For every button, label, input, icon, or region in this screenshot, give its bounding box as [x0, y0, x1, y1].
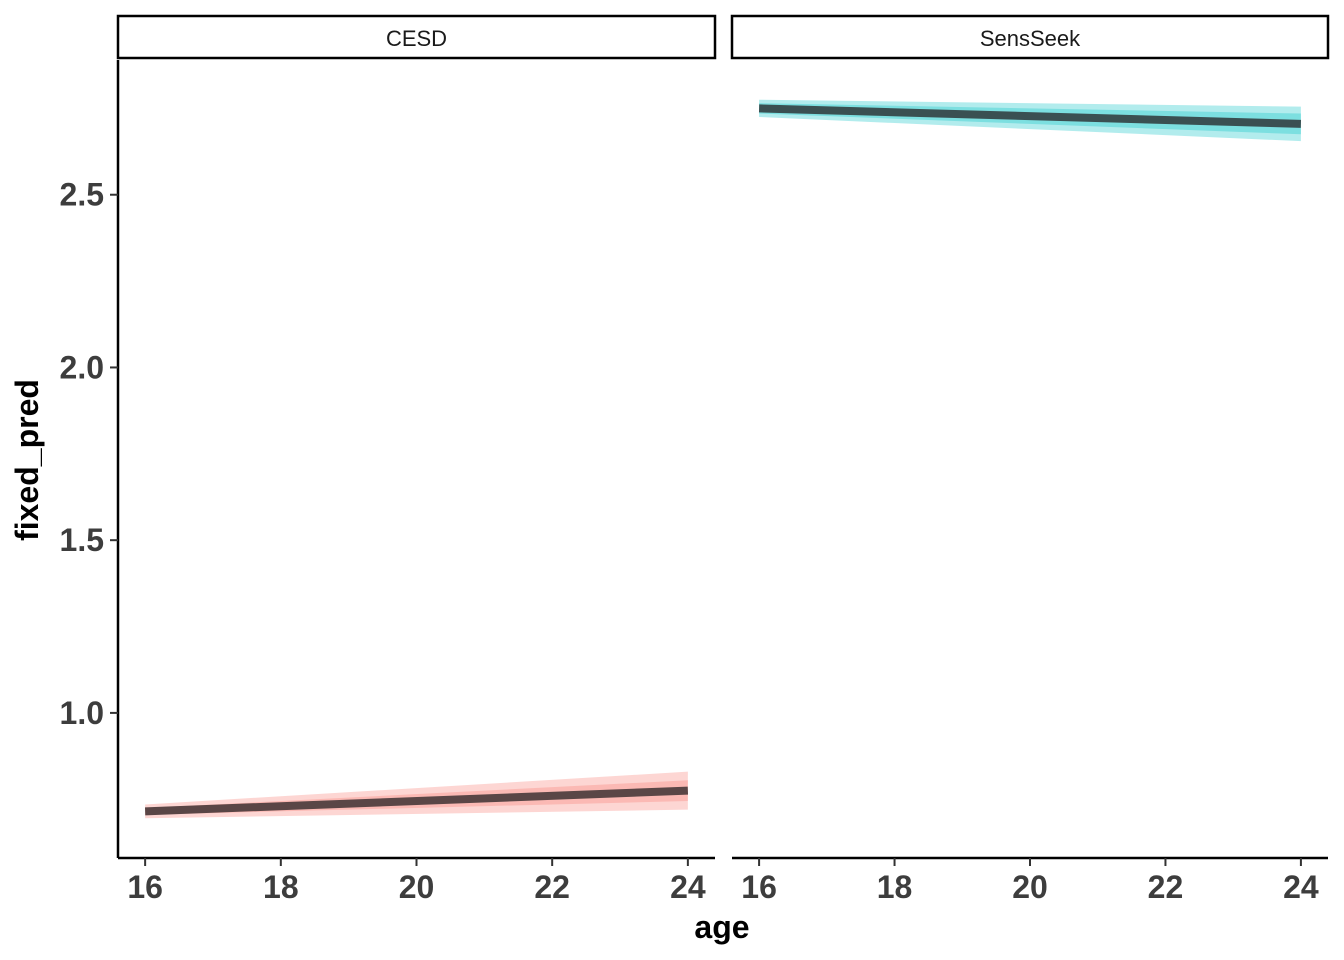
x-axis-title: age: [694, 909, 749, 945]
y-tick-label: 2.5: [60, 177, 104, 213]
x-tick-label: 24: [1283, 869, 1319, 905]
panel-sensseek: SensSeek 16 18 20 22 24: [730, 14, 1330, 905]
strip-label: SensSeek: [980, 26, 1081, 51]
x-tick-label: 24: [670, 869, 706, 905]
y-tick-label: 1.0: [60, 695, 104, 731]
x-tick-label: 16: [127, 869, 163, 905]
strip-label: CESD: [386, 26, 447, 51]
strip-box: [116, 14, 717, 60]
x-tick-label: 20: [399, 869, 435, 905]
y-axis-title: fixed_pred: [9, 379, 45, 541]
x-tick-label: 22: [1148, 869, 1184, 905]
x-tick-label: 16: [741, 869, 777, 905]
x-tick-label: 20: [1012, 869, 1048, 905]
x-tick-label: 18: [877, 869, 913, 905]
x-tick-label: 22: [534, 869, 570, 905]
fit-line: [758, 104, 1302, 128]
y-tick-label: 2.0: [60, 349, 104, 385]
y-axis: 1.0 1.5 2.0 2.5: [60, 60, 120, 858]
y-tick-label: 1.5: [60, 522, 104, 558]
panel-cesd: CESD 16 18 20 22 24: [116, 14, 717, 905]
strip-box: [730, 14, 1330, 60]
x-tick-label: 18: [263, 869, 299, 905]
fit-line: [144, 786, 689, 816]
panels-layer: CESD 16 18 20 22 24 SensSeek 16 18 20 22 24: [116, 14, 1330, 905]
